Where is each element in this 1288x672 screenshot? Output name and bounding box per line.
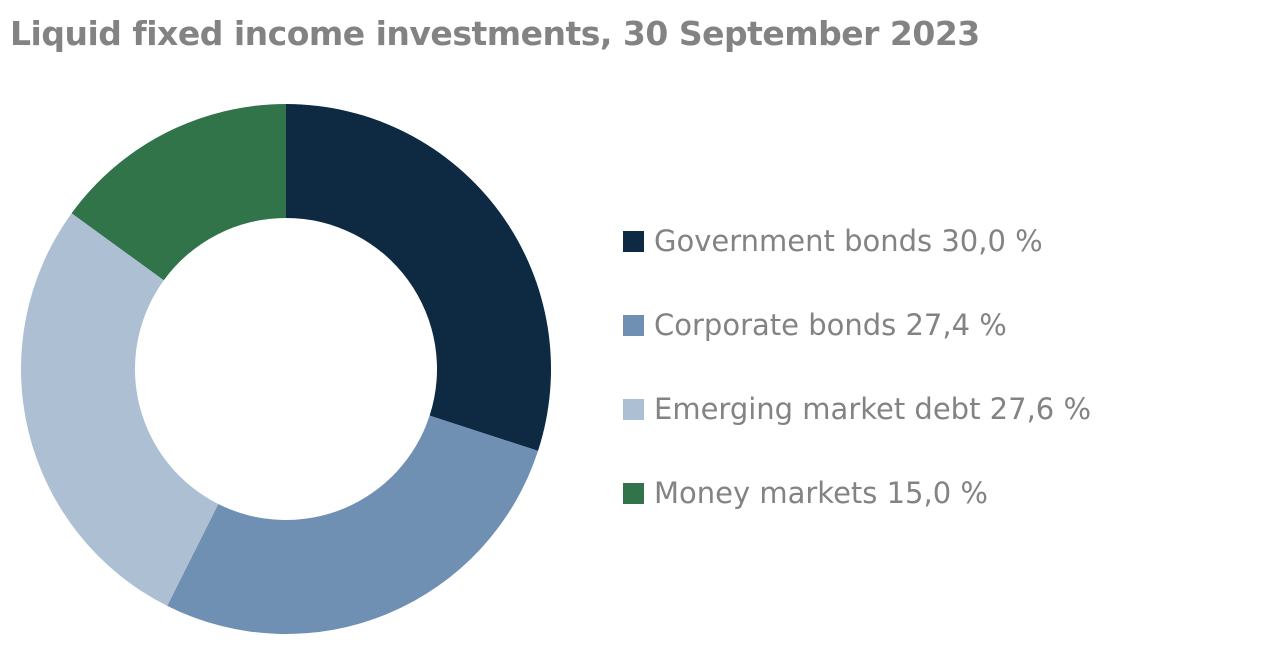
legend-item-emerging-market-debt: Emerging market debt 27,6 % bbox=[623, 388, 1091, 430]
legend-swatch-emerging-market-debt bbox=[623, 398, 644, 420]
legend-label-corporate-bonds: Corporate bonds 27,4 % bbox=[654, 308, 1007, 342]
donut-slices bbox=[21, 104, 551, 634]
legend: Government bonds 30,0 % Corporate bonds … bbox=[623, 220, 1091, 556]
legend-item-government-bonds: Government bonds 30,0 % bbox=[623, 220, 1091, 262]
legend-item-corporate-bonds: Corporate bonds 27,4 % bbox=[623, 304, 1091, 346]
legend-item-money-markets: Money markets 15,0 % bbox=[623, 472, 1091, 514]
legend-swatch-government-bonds bbox=[623, 230, 644, 252]
slice-corporate-bonds bbox=[167, 415, 539, 634]
chart-title: Liquid fixed income investments, 30 Sept… bbox=[10, 14, 980, 53]
slice-money-markets bbox=[71, 104, 286, 281]
legend-label-money-markets: Money markets 15,0 % bbox=[654, 476, 988, 510]
legend-swatch-corporate-bonds bbox=[623, 314, 644, 336]
legend-label-government-bonds: Government bonds 30,0 % bbox=[654, 224, 1043, 258]
slice-emerging-market-debt bbox=[21, 213, 219, 606]
legend-label-emerging-market-debt: Emerging market debt 27,6 % bbox=[654, 392, 1092, 426]
slice-government-bonds bbox=[286, 104, 551, 451]
legend-swatch-money-markets bbox=[623, 482, 644, 504]
